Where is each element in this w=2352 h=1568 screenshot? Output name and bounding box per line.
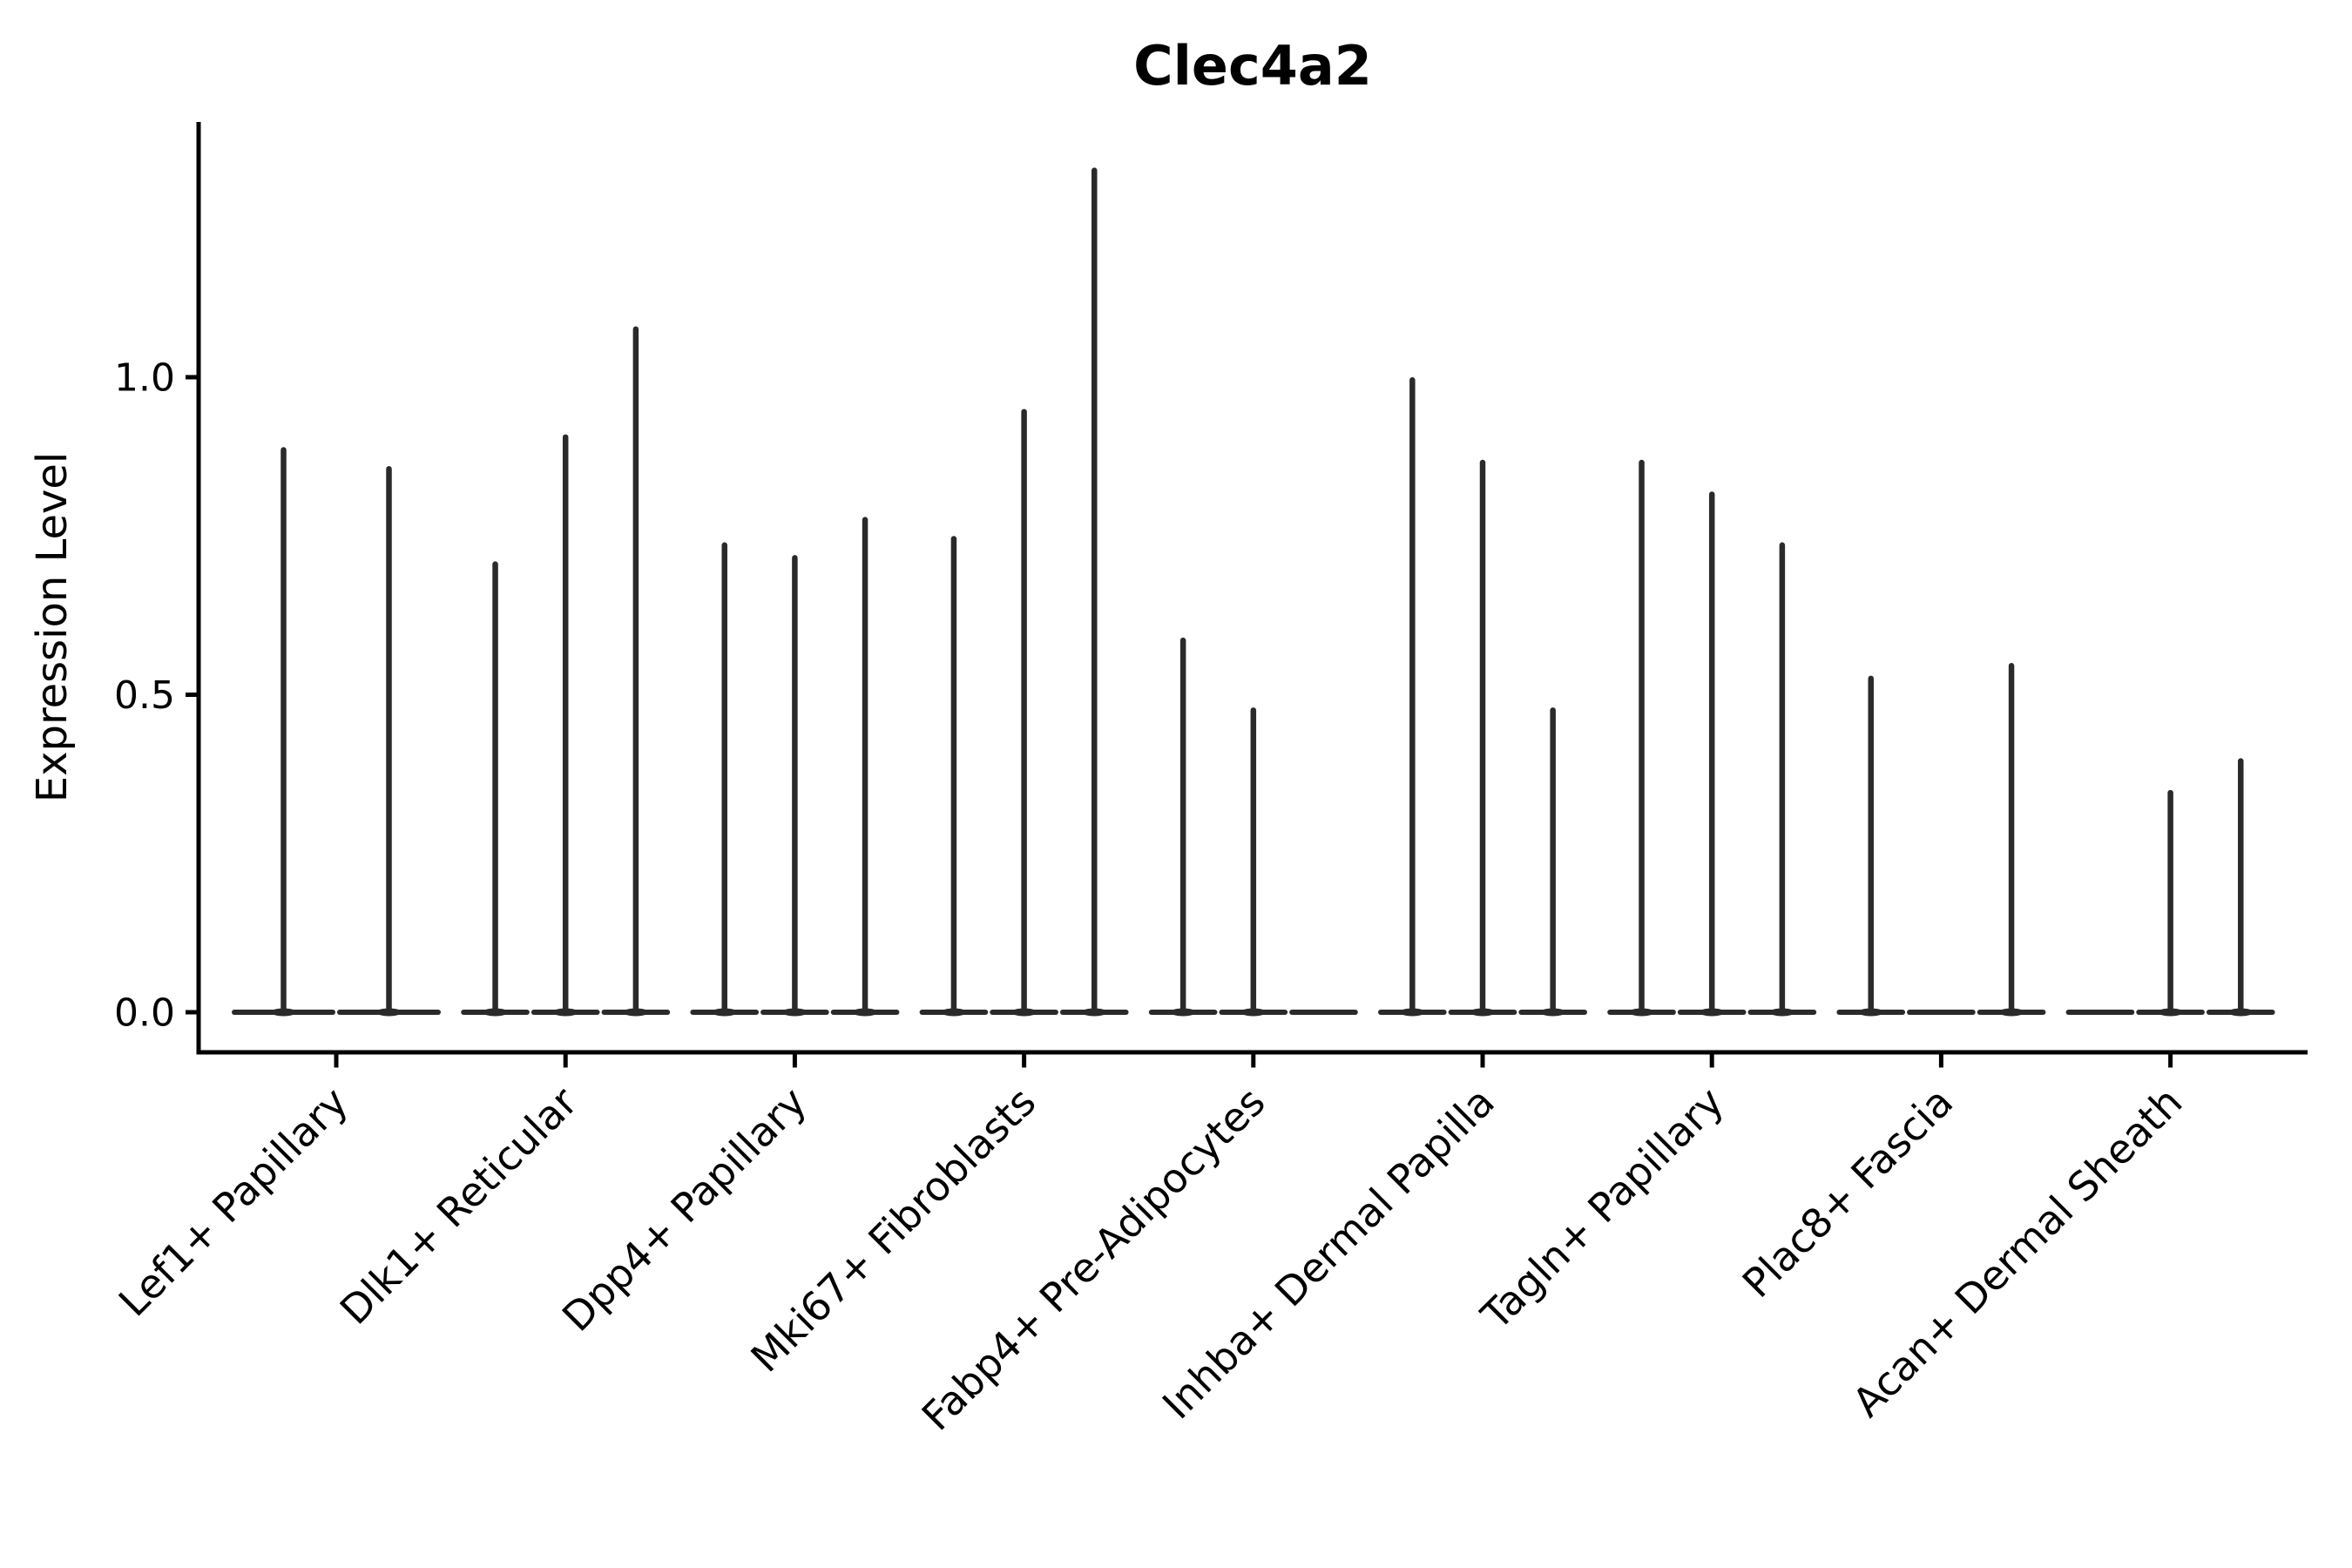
violin-group	[1378, 377, 1587, 1017]
x-tick-label: Tagln+ Papillary	[1471, 1078, 1733, 1340]
violin-series	[232, 167, 2275, 1017]
x-axis-ticks	[334, 1054, 2173, 1068]
violin-group	[1148, 637, 1358, 1017]
violin-group	[2065, 758, 2275, 1017]
violin-group	[919, 167, 1129, 1017]
x-tick-label: Plac8+ Fascia	[1734, 1078, 1962, 1307]
y-tick-label: 0.0	[114, 990, 175, 1035]
violin-group	[1607, 459, 1817, 1017]
violin-baseline	[2065, 1010, 2135, 1015]
violin-baseline	[1907, 1010, 1976, 1015]
violin-group	[690, 517, 900, 1017]
axes	[196, 122, 2308, 1055]
y-tick-label: 0.5	[114, 673, 175, 718]
x-tick-label: Dpp4+ Papillary	[553, 1078, 815, 1341]
violin-group	[232, 447, 441, 1017]
y-axis-label: Expression Level	[28, 452, 77, 803]
x-tick-label: Dlk1+ Reticular	[331, 1078, 586, 1334]
plot-title: Clec4a2	[1133, 34, 1372, 98]
violin-group	[461, 326, 671, 1017]
violin-group	[1836, 663, 2046, 1017]
y-axis-ticks: 0.0 0.5 1.0	[114, 355, 197, 1035]
y-tick-label: 1.0	[114, 355, 175, 400]
violin-baseline	[1289, 1010, 1358, 1015]
x-tick-label: Lef1+ Papillary	[110, 1078, 357, 1326]
